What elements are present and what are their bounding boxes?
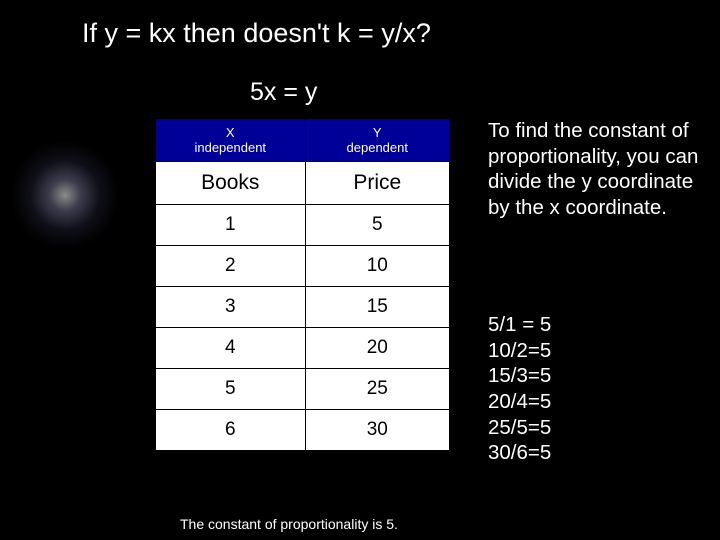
cell-y: 15 — [305, 287, 449, 328]
calc-line: 25/5=5 — [488, 415, 551, 441]
cell-y: 20 — [305, 328, 449, 369]
equation-text: 5x = y — [250, 78, 317, 107]
calc-line: 15/3=5 — [488, 363, 551, 389]
col-header-x: X independent — [156, 119, 306, 162]
header-x-line1: X — [160, 125, 301, 140]
cell-x: 6 — [156, 410, 306, 451]
col-header-y: Y dependent — [305, 119, 449, 162]
calc-line: 10/2=5 — [488, 338, 551, 364]
cell-y: 30 — [305, 410, 449, 451]
label-x: Books — [156, 162, 306, 205]
calc-line: 30/6=5 — [488, 440, 551, 466]
cell-x: 2 — [156, 246, 306, 287]
cell-x: 4 — [156, 328, 306, 369]
cell-x: 5 — [156, 369, 306, 410]
header-y-line2: dependent — [310, 140, 445, 155]
explanation-text: To find the constant of proportionality,… — [488, 118, 703, 221]
header-y-line1: Y — [310, 125, 445, 140]
proportionality-table: X independent Y dependent Books Price 15… — [155, 118, 450, 451]
slide-title: If y = kx then doesn't k = y/x? — [82, 18, 431, 49]
calc-line: 5/1 = 5 — [488, 312, 551, 338]
label-y: Price — [305, 162, 449, 205]
cell-x: 3 — [156, 287, 306, 328]
cell-x: 1 — [156, 205, 306, 246]
cell-y: 5 — [305, 205, 449, 246]
calc-line: 20/4=5 — [488, 389, 551, 415]
cell-y: 10 — [305, 246, 449, 287]
footer-text: The constant of proportionality is 5. — [180, 516, 398, 532]
calculations-block: 5/1 = 5 10/2=5 15/3=5 20/4=5 25/5=5 30/6… — [488, 312, 551, 466]
lens-flare-decoration — [10, 140, 120, 250]
cell-y: 25 — [305, 369, 449, 410]
header-x-line2: independent — [160, 140, 301, 155]
